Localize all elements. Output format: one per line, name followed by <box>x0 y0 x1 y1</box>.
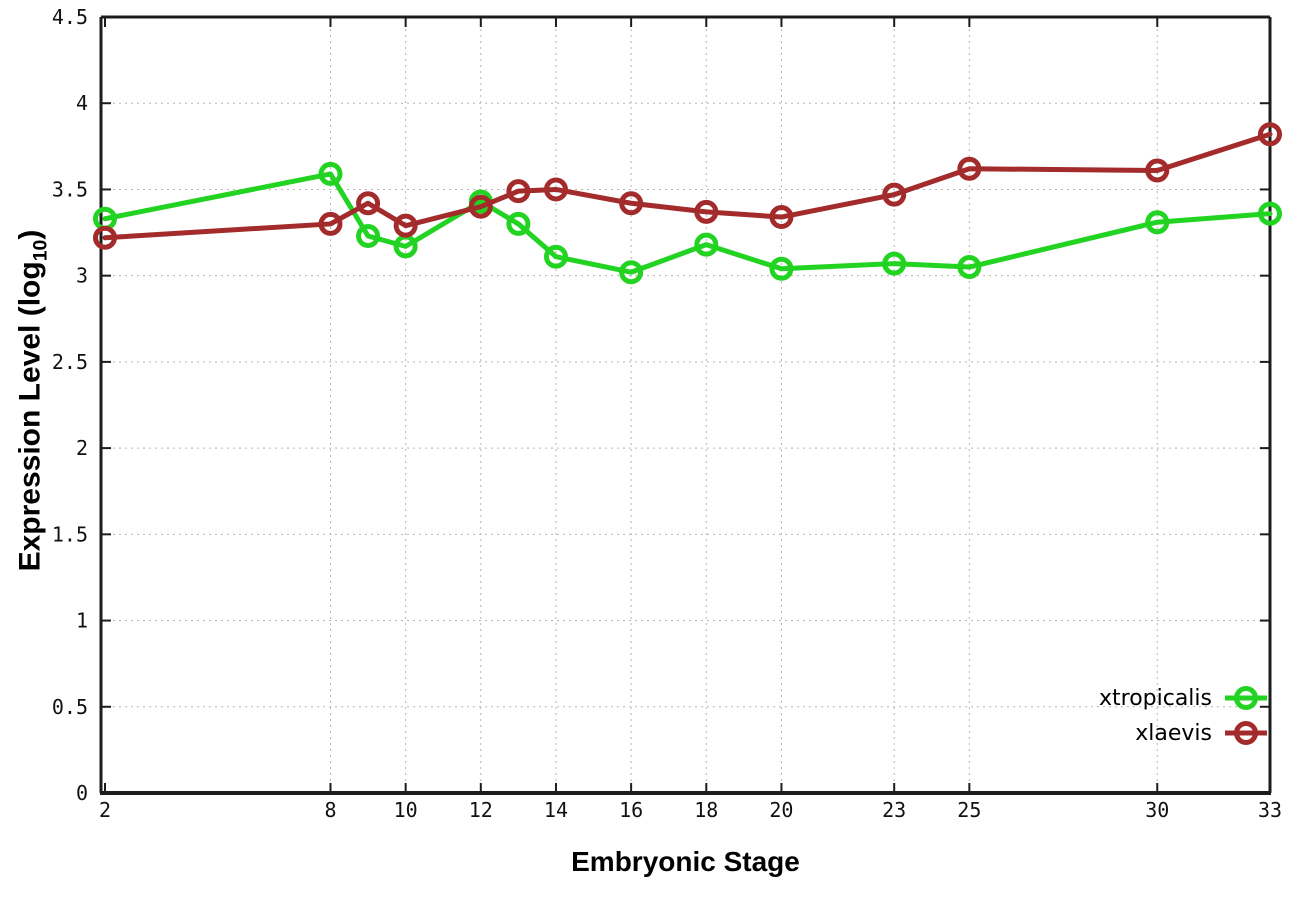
legend-entry-xlaevis: xlaevis <box>1135 719 1270 747</box>
x-tick-label: 25 <box>957 798 981 822</box>
data-point-xtropicalis <box>1145 210 1170 235</box>
data-point-xlaevis <box>957 156 982 181</box>
y-tick-label: 2.5 <box>52 350 88 374</box>
data-point-xtropicalis <box>957 255 982 280</box>
data-point-xlaevis <box>468 194 493 219</box>
data-point-xlaevis <box>318 211 343 236</box>
legend-sample-xlaevis-icon <box>1225 721 1267 745</box>
data-point-xlaevis <box>1145 158 1170 183</box>
data-point-xlaevis <box>619 191 644 216</box>
data-point-xtropicalis <box>769 256 794 281</box>
x-tick-label: 30 <box>1145 798 1169 822</box>
legend-entry-xtropicalis: xtropicalis <box>1099 684 1270 712</box>
y-tick-label: 1 <box>76 609 88 633</box>
data-point-xtropicalis <box>619 260 644 285</box>
data-point-xlaevis <box>356 191 381 216</box>
data-point-xlaevis <box>506 179 531 204</box>
data-point-xtropicalis <box>882 251 907 276</box>
data-point-xlaevis <box>769 205 794 230</box>
legend: xtropicalis xlaevis <box>1099 684 1270 747</box>
series-line-xtropicalis <box>102 171 1273 275</box>
data-point-xlaevis <box>694 199 719 224</box>
x-tick-label: 14 <box>544 798 568 822</box>
data-point-xlaevis <box>393 213 418 238</box>
x-tick-label: 8 <box>324 798 336 822</box>
data-point-xtropicalis <box>1258 201 1282 226</box>
data-point-xlaevis <box>543 177 568 202</box>
data-point-xtropicalis <box>506 211 531 236</box>
y-tick-label: 0.5 <box>52 695 88 719</box>
y-tick-label: 4.5 <box>52 5 88 29</box>
data-point-xlaevis <box>1258 122 1282 147</box>
x-tick-label: 16 <box>619 798 643 822</box>
y-tick-label: 0 <box>76 781 88 805</box>
data-point-xlaevis <box>882 182 907 207</box>
y-tick-label: 4 <box>76 91 88 115</box>
data-point-xtropicalis <box>543 244 568 269</box>
y-tick-label: 1.5 <box>52 522 88 546</box>
x-tick-label: 18 <box>694 798 718 822</box>
data-point-xlaevis <box>93 225 117 250</box>
x-tick-label: 20 <box>769 798 793 822</box>
x-tick-label: 2 <box>99 798 111 822</box>
x-tick-label: 10 <box>394 798 418 822</box>
x-tick-label: 12 <box>469 798 493 822</box>
x-tick-label: 23 <box>882 798 906 822</box>
data-point-xtropicalis <box>356 224 381 249</box>
data-point-xtropicalis <box>318 161 343 186</box>
legend-label-xlaevis: xlaevis <box>1135 720 1212 746</box>
y-tick-label: 3 <box>76 264 88 288</box>
data-point-xtropicalis <box>694 232 719 257</box>
legend-sample-xtropicalis-icon <box>1225 686 1267 710</box>
y-tick-label: 2 <box>76 436 88 460</box>
x-tick-label: 33 <box>1258 798 1282 822</box>
x-axis-title: Embryonic Stage <box>571 846 800 877</box>
y-tick-label: 3.5 <box>52 177 88 201</box>
legend-label-xtropicalis: xtropicalis <box>1098 685 1212 711</box>
